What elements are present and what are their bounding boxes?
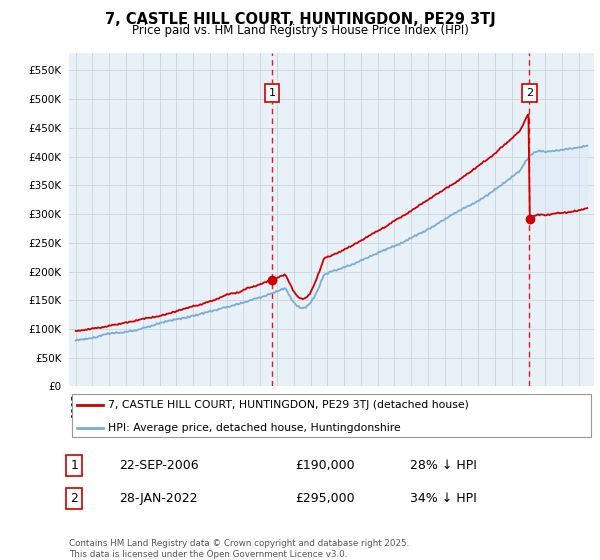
Text: 2: 2 <box>526 88 533 98</box>
Text: 28-JAN-2022: 28-JAN-2022 <box>119 492 197 505</box>
Text: 22-SEP-2006: 22-SEP-2006 <box>119 459 199 472</box>
Text: 1: 1 <box>70 459 78 472</box>
Text: 7, CASTLE HILL COURT, HUNTINGDON, PE29 3TJ: 7, CASTLE HILL COURT, HUNTINGDON, PE29 3… <box>104 12 496 27</box>
Text: £295,000: £295,000 <box>295 492 355 505</box>
Text: 28% ↓ HPI: 28% ↓ HPI <box>410 459 477 472</box>
Text: Contains HM Land Registry data © Crown copyright and database right 2025.
This d: Contains HM Land Registry data © Crown c… <box>69 539 409 559</box>
Text: 2: 2 <box>70 492 78 505</box>
FancyBboxPatch shape <box>71 394 592 437</box>
Text: £190,000: £190,000 <box>295 459 355 472</box>
Text: 1: 1 <box>269 88 275 98</box>
Text: 7, CASTLE HILL COURT, HUNTINGDON, PE29 3TJ (detached house): 7, CASTLE HILL COURT, HUNTINGDON, PE29 3… <box>109 400 469 410</box>
Text: HPI: Average price, detached house, Huntingdonshire: HPI: Average price, detached house, Hunt… <box>109 423 401 433</box>
Text: 34% ↓ HPI: 34% ↓ HPI <box>410 492 477 505</box>
Text: Price paid vs. HM Land Registry's House Price Index (HPI): Price paid vs. HM Land Registry's House … <box>131 24 469 37</box>
